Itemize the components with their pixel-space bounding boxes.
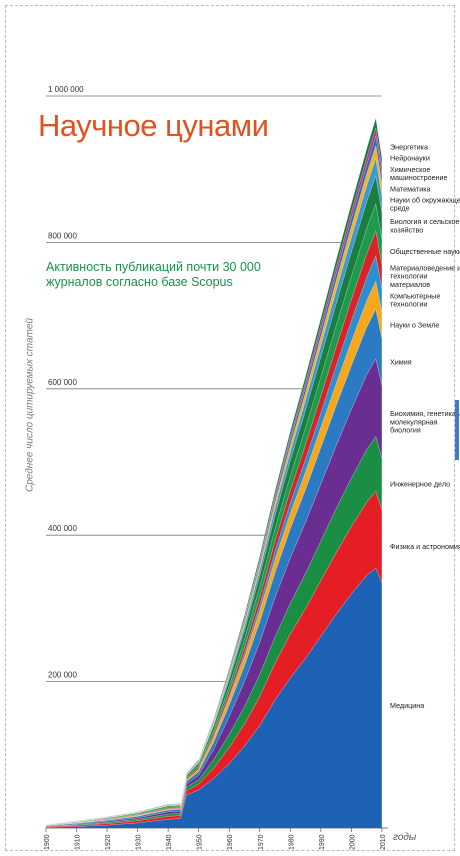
legend-label: Химия (390, 357, 412, 366)
legend-label: хозяйство (390, 225, 423, 234)
x-tick-label: 1950 (197, 834, 204, 850)
x-tick-label: 1900 (44, 834, 51, 850)
x-tick-label: 1970 (258, 834, 265, 850)
x-tick-label: 1930 (136, 834, 143, 850)
legend-label: Медицина (390, 701, 424, 710)
x-tick-label: 1960 (227, 834, 234, 850)
x-tick-label: 1980 (288, 834, 295, 850)
legend-label: Математика (390, 184, 431, 193)
y-tick-label: 200 000 (48, 671, 77, 680)
scroll-tab[interactable] (455, 400, 459, 460)
x-tick-label: 1990 (319, 834, 326, 850)
legend-label: Физика и астрономия (390, 542, 460, 551)
series-area (45, 118, 383, 825)
x-axis-label: годы (393, 832, 417, 843)
legend-label: машиностроение (390, 173, 448, 182)
x-tick-label: 1910 (75, 834, 82, 850)
legend-label: Химическое (390, 165, 430, 174)
chart-title: Научное цунами (38, 108, 269, 143)
legend-label: Общественные науки (390, 247, 460, 256)
x-tick-label: 1940 (166, 834, 173, 850)
legend-label: Науки о Земле (390, 321, 439, 330)
legend-label: технологии (390, 300, 427, 309)
legend-label: Энергетика (390, 143, 428, 152)
legend-label: молекулярная (390, 417, 438, 426)
legend-label: Науки об окружающей (390, 196, 460, 205)
legend-label: материалов (390, 280, 430, 289)
legend-label: среде (390, 204, 410, 213)
legend-label: Материаловедение и (390, 264, 460, 273)
x-tick-label: 1920 (105, 834, 112, 850)
legend-label: Нейронауки (390, 154, 430, 163)
legend-label: Биохимия, генетика и (390, 409, 460, 418)
y-tick-label: 800 000 (48, 231, 77, 240)
axis-ticks: 200 000 400 000 600 000 800 000 1 000 000 190… (44, 85, 388, 850)
x-tick-label: 2010 (380, 834, 387, 850)
y-tick-label: 400 000 (48, 524, 77, 533)
y-tick-label: 1 000 000 (48, 85, 84, 94)
legend: Медицина Физика и астрономия Инженерное де… (390, 143, 460, 711)
page-frame (5, 5, 455, 851)
legend-label: Инженерное дело (390, 480, 450, 489)
legend-label: Биология и сельское (390, 217, 460, 226)
y-tick-label: 600 000 (48, 378, 77, 387)
legend-label: Компьютерные (390, 291, 440, 300)
legend-label: биология (390, 426, 421, 435)
chart-subtitle: Активность публикаций почти 30 000 журна… (46, 260, 261, 289)
y-axis-label: Среднее число цитируемых статей (24, 318, 36, 492)
legend-label: технологии (390, 272, 427, 281)
x-tick-label: 2000 (349, 834, 356, 850)
area-series (45, 118, 383, 829)
